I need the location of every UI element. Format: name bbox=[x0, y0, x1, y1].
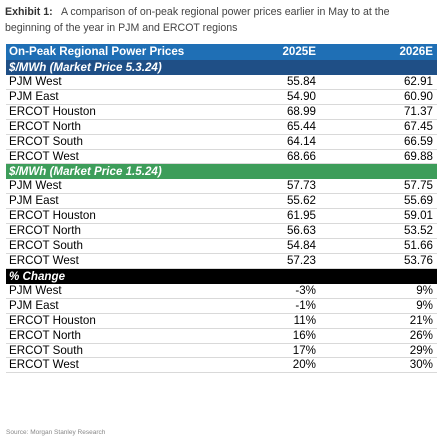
section-header-cell bbox=[202, 60, 320, 75]
value-2026e: 62.91 bbox=[320, 75, 437, 90]
table-row: PJM West 55.84 62.91 bbox=[6, 75, 437, 90]
value-2026e: 69.88 bbox=[320, 149, 437, 165]
table-header-row: On-Peak Regional Power Prices 2025E 2026… bbox=[6, 44, 437, 60]
value-2025e: 57.73 bbox=[202, 179, 320, 195]
value-2025e: 56.63 bbox=[202, 223, 320, 240]
header-2025e: 2025E bbox=[202, 44, 320, 60]
section-title: % Change bbox=[6, 268, 202, 284]
region-name: PJM West bbox=[6, 283, 202, 299]
table-row: PJM East 55.62 55.69 bbox=[6, 193, 437, 210]
value-2025e: 55.62 bbox=[202, 193, 320, 210]
region-name: ERCOT West bbox=[6, 253, 202, 269]
value-2026e: 71.37 bbox=[320, 104, 437, 120]
value-2025e: 55.84 bbox=[202, 75, 320, 90]
table-row: ERCOT North 56.63 53.52 bbox=[6, 223, 437, 240]
value-2025e: 57.23 bbox=[202, 253, 320, 269]
table-row: ERCOT South 17% 29% bbox=[6, 343, 437, 359]
section-header-cell bbox=[202, 163, 320, 180]
value-2026e: 53.52 bbox=[320, 223, 437, 240]
table-row: ERCOT North 65.44 67.45 bbox=[6, 119, 437, 135]
value-2026e: 57.75 bbox=[320, 179, 437, 195]
value-2025e: 61.95 bbox=[202, 208, 320, 225]
value-2025e: 64.14 bbox=[202, 134, 320, 150]
value-2025e: 16% bbox=[202, 328, 320, 344]
power-prices-table: On-Peak Regional Power Prices 2025E 2026… bbox=[6, 44, 437, 374]
value-2026e: 9% bbox=[320, 283, 437, 299]
table-row: ERCOT West 68.66 69.88 bbox=[6, 149, 437, 165]
value-2026e: 59.01 bbox=[320, 208, 437, 225]
header-title: On-Peak Regional Power Prices bbox=[6, 44, 202, 60]
value-2025e: 11% bbox=[202, 313, 320, 329]
value-2025e: 54.84 bbox=[202, 238, 320, 254]
region-name: PJM West bbox=[6, 179, 202, 195]
value-2025e: -1% bbox=[202, 298, 320, 314]
value-2025e: 65.44 bbox=[202, 119, 320, 135]
region-name: PJM East bbox=[6, 298, 202, 314]
value-2026e: 67.45 bbox=[320, 119, 437, 135]
section-header-row: $/MWh (Market Price 5.3.24) bbox=[6, 60, 437, 75]
value-2025e: 17% bbox=[202, 343, 320, 359]
exhibit-caption: Exhibit 1: A comparison of on-peak regio… bbox=[5, 4, 437, 36]
table-row: ERCOT Houston 11% 21% bbox=[6, 313, 437, 329]
region-name: ERCOT West bbox=[6, 357, 202, 374]
value-2026e: 60.90 bbox=[320, 89, 437, 105]
table-row: ERCOT West 57.23 53.76 bbox=[6, 253, 437, 269]
table-row: ERCOT North 16% 26% bbox=[6, 328, 437, 344]
section-header-cell bbox=[202, 268, 320, 284]
section-header-row: $/MWh (Market Price 1.5.24) bbox=[6, 163, 437, 180]
region-name: ERCOT North bbox=[6, 223, 202, 240]
region-name: ERCOT Houston bbox=[6, 208, 202, 225]
value-2026e: 53.76 bbox=[320, 253, 437, 269]
region-name: PJM East bbox=[6, 89, 202, 105]
region-name: ERCOT Houston bbox=[6, 313, 202, 329]
value-2026e: 51.66 bbox=[320, 238, 437, 254]
header-2026e: 2026E bbox=[320, 44, 437, 60]
region-name: ERCOT South bbox=[6, 134, 202, 150]
section-header-row: % Change bbox=[6, 268, 437, 284]
table-row: ERCOT Houston 68.99 71.37 bbox=[6, 104, 437, 120]
value-2025e: -3% bbox=[202, 283, 320, 299]
power-prices-table-body: On-Peak Regional Power Prices 2025E 2026… bbox=[6, 44, 437, 374]
exhibit-caption-text: A comparison of on-peak regional power p… bbox=[5, 6, 390, 34]
region-name: ERCOT North bbox=[6, 119, 202, 135]
value-2025e: 54.90 bbox=[202, 89, 320, 105]
table-row: PJM East 54.90 60.90 bbox=[6, 89, 437, 105]
table-row: ERCOT South 64.14 66.59 bbox=[6, 134, 437, 150]
table-row: ERCOT Houston 61.95 59.01 bbox=[6, 208, 437, 225]
table-row: PJM West -3% 9% bbox=[6, 283, 437, 299]
value-2026e: 30% bbox=[320, 357, 437, 374]
value-2026e: 21% bbox=[320, 313, 437, 329]
value-2026e: 26% bbox=[320, 328, 437, 344]
value-2025e: 68.99 bbox=[202, 104, 320, 120]
value-2025e: 68.66 bbox=[202, 149, 320, 165]
value-2026e: 66.59 bbox=[320, 134, 437, 150]
section-header-cell bbox=[320, 60, 437, 75]
region-name: ERCOT North bbox=[6, 328, 202, 344]
table-row: ERCOT West 20% 30% bbox=[6, 357, 437, 374]
section-title: $/MWh (Market Price 5.3.24) bbox=[6, 60, 202, 75]
exhibit-label: Exhibit 1: bbox=[5, 6, 53, 18]
section-header-cell bbox=[320, 268, 437, 284]
value-2026e: 9% bbox=[320, 298, 437, 314]
region-name: ERCOT South bbox=[6, 343, 202, 359]
region-name: ERCOT South bbox=[6, 238, 202, 254]
table-row: PJM East -1% 9% bbox=[6, 298, 437, 314]
table-row: ERCOT South 54.84 51.66 bbox=[6, 238, 437, 254]
value-2025e: 20% bbox=[202, 357, 320, 374]
source-note: Source: Morgan Stanley Research bbox=[6, 429, 106, 436]
value-2026e: 29% bbox=[320, 343, 437, 359]
table-row: PJM West 57.73 57.75 bbox=[6, 179, 437, 195]
value-2026e: 55.69 bbox=[320, 193, 437, 210]
section-title: $/MWh (Market Price 1.5.24) bbox=[6, 163, 202, 180]
section-header-cell bbox=[320, 163, 437, 180]
region-name: PJM East bbox=[6, 193, 202, 210]
region-name: PJM West bbox=[6, 75, 202, 90]
region-name: ERCOT Houston bbox=[6, 104, 202, 120]
region-name: ERCOT West bbox=[6, 149, 202, 165]
